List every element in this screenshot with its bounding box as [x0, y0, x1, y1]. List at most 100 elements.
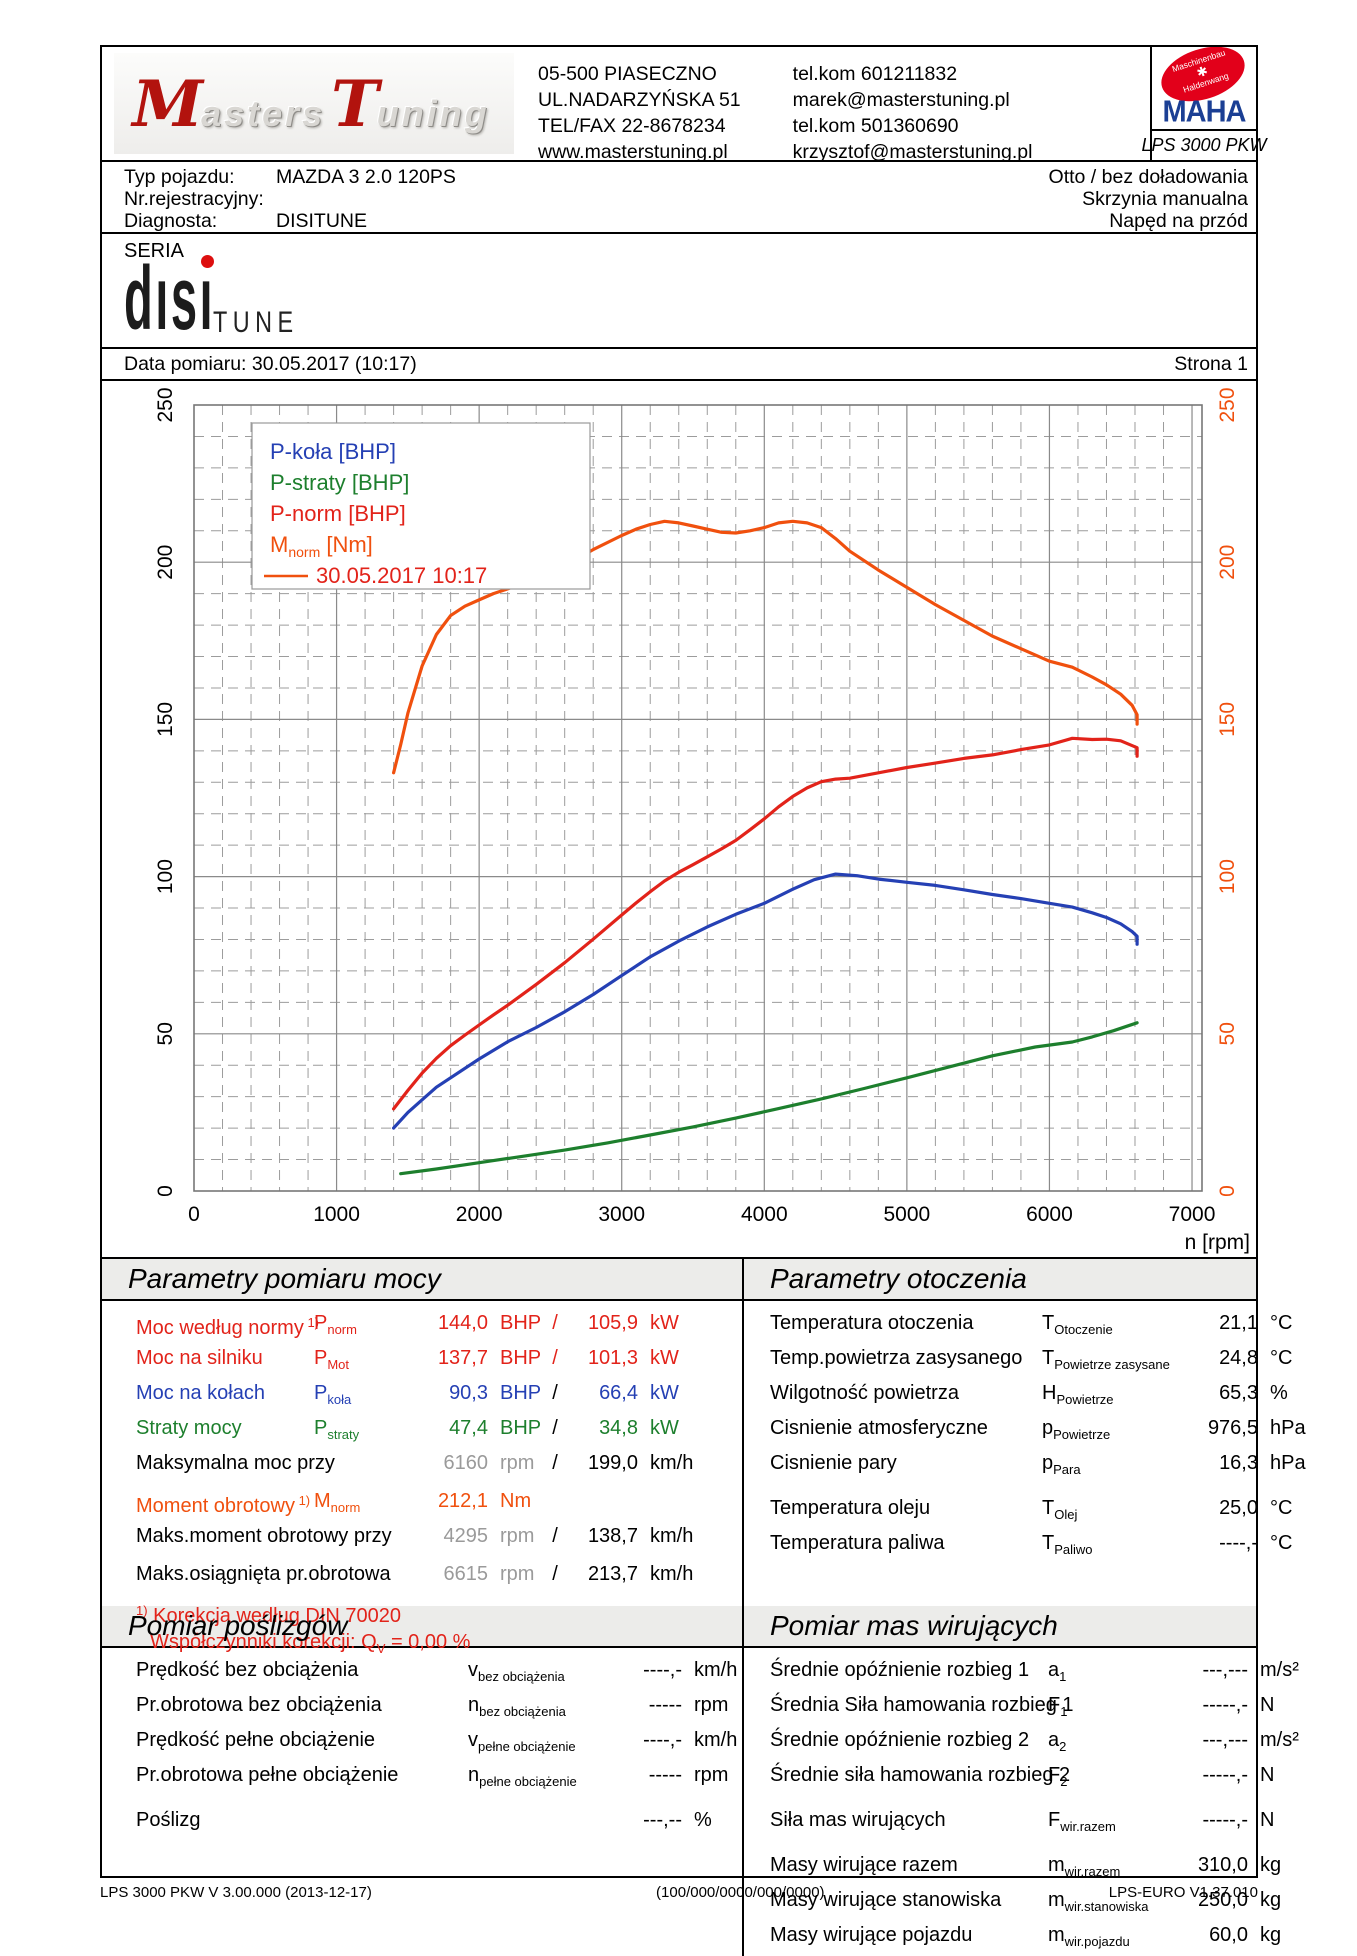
- vehicle-info: Typ pojazdu: MAZDA 3 2.0 120PS Nr.rejestr…: [102, 162, 1256, 234]
- logo-word-asters: asters: [201, 93, 326, 134]
- row-value: 144,0: [437, 1312, 488, 1334]
- legend-entry: Mnorm [Nm]: [270, 532, 373, 560]
- legend-entry: P-norm [BHP]: [270, 501, 406, 526]
- table-row: Średnie opóźnienie rozbieg 1 a1 ---,--- m/s…: [744, 1656, 1299, 1691]
- row-value: ----,-: [643, 1729, 682, 1751]
- power-section-title: Parametry pomiaru mocy: [128, 1263, 441, 1294]
- row-value-2: 66,4: [599, 1382, 638, 1404]
- table-row: Pr.obrotowa bez obciążenia nbez obciążeni…: [102, 1691, 742, 1726]
- row-unit: kg: [1260, 1854, 1282, 1876]
- table-row: Cisnienie atmosferyczne pPowietrze 976,5 hP…: [744, 1414, 1306, 1449]
- svg-text:7000: 7000: [1169, 1203, 1216, 1226]
- svg-text:150: 150: [154, 702, 177, 737]
- table-row: Moc na kołach Pkoła 90,3 BHP / 66,4 kW: [102, 1379, 742, 1414]
- dyno-chart-block: 0 50 100 150 200 250 0 50 100 150 200 250 0 1000 2000 3…: [102, 381, 1256, 1259]
- svg-text:250: 250: [1216, 387, 1239, 422]
- contact-line: marek@masterstuning.pl: [792, 89, 1010, 111]
- row-label: Temperatura paliwa: [770, 1532, 945, 1554]
- maha-brand-text: MAHA: [1162, 95, 1247, 129]
- row-value: 250,0: [1197, 1889, 1248, 1911]
- row-label: Prędkość bez obciążenia: [136, 1659, 359, 1681]
- row-label: Cisnienie pary: [770, 1452, 897, 1474]
- svg-text:100: 100: [1216, 859, 1239, 894]
- row-symbol: mwir.razem: [1048, 1854, 1121, 1879]
- vehicle-info-left: Typ pojazdu: MAZDA 3 2.0 120PS Nr.rejestr…: [124, 166, 456, 232]
- row-value: 976,5: [1207, 1417, 1258, 1439]
- curve-p-ko-a-bhp-: [392, 872, 1139, 1130]
- svg-text:50: 50: [1216, 1022, 1239, 1045]
- row-value: 90,3: [449, 1382, 488, 1404]
- row-value: 60,0: [1209, 1924, 1248, 1946]
- table-row: Temperatura oleju TOlej 25,0 °C: [744, 1494, 1292, 1529]
- row-unit: °C: [1270, 1497, 1293, 1519]
- row-unit: BHP: [500, 1382, 542, 1404]
- row-label: Maks.osiągnięta pr.obrotowa: [136, 1563, 391, 1585]
- row-symbol: [314, 1560, 414, 1588]
- row-unit-2: kW: [650, 1347, 679, 1369]
- svg-text:200: 200: [154, 545, 177, 580]
- svg-text:1000: 1000: [313, 1203, 360, 1226]
- contact-line: tel.kom 601211832: [792, 63, 958, 85]
- table-row: Straty mocy Pstraty 47,4 BHP / 34,8 kW: [102, 1414, 742, 1449]
- row-value: 212,1: [437, 1490, 488, 1512]
- row-symbol: vbez obciążenia: [468, 1659, 565, 1684]
- row-label: Moment obrotowy 1): [136, 1493, 311, 1517]
- measurement-dateline: Data pomiaru: 30.05.2017 (10:17) Strona …: [102, 349, 1256, 381]
- row-value: ---,---: [1202, 1659, 1248, 1681]
- footnote-correction-factor: Współczynniki korekcji: QV = 0,00 %: [150, 1631, 471, 1656]
- legend-entry: P-koła [BHP]: [270, 439, 396, 464]
- svg-text:3000: 3000: [598, 1203, 645, 1226]
- table-row: Prędkość bez obciążenia vbez obciążenia --…: [102, 1656, 742, 1691]
- row-unit: m/s²: [1260, 1729, 1299, 1751]
- row-unit: kg: [1260, 1889, 1282, 1911]
- table-row: Moment obrotowy 1) Mnorm 212,1 Nm: [102, 1487, 742, 1522]
- table-row: Temperatura paliwa TPaliwo ----,- °C: [744, 1529, 1292, 1564]
- row-symbol: TPowietrze zasysane: [1042, 1347, 1170, 1372]
- row-value-2: 105,9: [587, 1312, 638, 1334]
- table-row: Maks.osiągnięta pr.obrotowa 6615 rpm / 213,7…: [102, 1560, 742, 1588]
- engine-type: Otto / bez doładowania: [1048, 166, 1248, 188]
- band1-body: Moc według normy 1) Pnorm 144,0 BHP / 105,9 kW…: [102, 1301, 1306, 1662]
- row-label: Średnie opóźnienie rozbieg 1: [770, 1659, 1030, 1681]
- slip-section-title: Pomiar poślizgów: [128, 1610, 348, 1641]
- curve-m-norm-nm-: [392, 519, 1139, 775]
- band1-headers: Parametry pomiaru mocy Parametry otoczen…: [102, 1259, 1256, 1301]
- y-axis-right-labels: 0 50 100 150 200 250: [1216, 387, 1239, 1196]
- drive-type: Napęd na przód: [1109, 210, 1248, 232]
- mass-table: Średnie opóźnienie rozbieg 1 a1 ---,--- m/s…: [742, 1648, 1299, 1956]
- row-value: 16,3: [1219, 1452, 1258, 1474]
- chart-legend: P-koła [BHP] P-straty [BHP] P-norm [BHP] Mn…: [251, 422, 591, 590]
- row-unit: Nm: [500, 1490, 532, 1512]
- row-unit: °C: [1270, 1532, 1293, 1554]
- series-section: SERIA dısı TUNE: [102, 234, 1256, 349]
- row-symbol: a2: [1048, 1729, 1067, 1754]
- row-label: Poślizg: [136, 1809, 201, 1831]
- row-value: ----,-: [1219, 1532, 1258, 1554]
- row-unit: N: [1260, 1764, 1275, 1786]
- table-row: Maksymalna moc przy 6160 rpm / 199,0 km/h: [102, 1449, 742, 1477]
- maha-logo: Maschinenbau ✱ Haldenwang MAHA: [1152, 47, 1256, 131]
- row-value: 65,3: [1219, 1382, 1258, 1404]
- row-unit: rpm: [500, 1452, 535, 1474]
- row-slash: /: [552, 1452, 558, 1474]
- row-symbol: Fwir.razem: [1048, 1809, 1116, 1834]
- table-row: Średnia Siła hamowania rozbieg 1 F1 -----,…: [744, 1691, 1274, 1726]
- row-slash: /: [552, 1347, 558, 1369]
- row-label: Siła mas wirujących: [770, 1809, 946, 1831]
- page-number: Strona 1: [1174, 352, 1248, 375]
- svg-text:2000: 2000: [456, 1203, 503, 1226]
- row-symbol: mwir.stanowiska: [1048, 1889, 1149, 1914]
- row-label: Średnie siła hamowania rozbieg 2: [770, 1764, 1071, 1786]
- row-value: ----,-: [643, 1659, 682, 1681]
- table-row: Pr.obrotowa pełne obciążenie npełne obcią…: [102, 1761, 742, 1796]
- row-symbol: TOtoczenie: [1042, 1312, 1113, 1337]
- vehicle-type-label: Typ pojazdu:: [124, 166, 235, 188]
- row-unit: rpm: [500, 1563, 535, 1585]
- footer-config-code: (100/000/0000/000/0000): [656, 1884, 825, 1901]
- table-row: Temp.powietrza zasysanego TPowietrze zasy…: [744, 1344, 1292, 1379]
- row-label: Temperatura oleju: [770, 1497, 931, 1519]
- address-line: UL.NADARZYŃSKA 51: [538, 89, 741, 111]
- svg-text:50: 50: [154, 1022, 177, 1045]
- row-unit-2: [638, 1487, 708, 1522]
